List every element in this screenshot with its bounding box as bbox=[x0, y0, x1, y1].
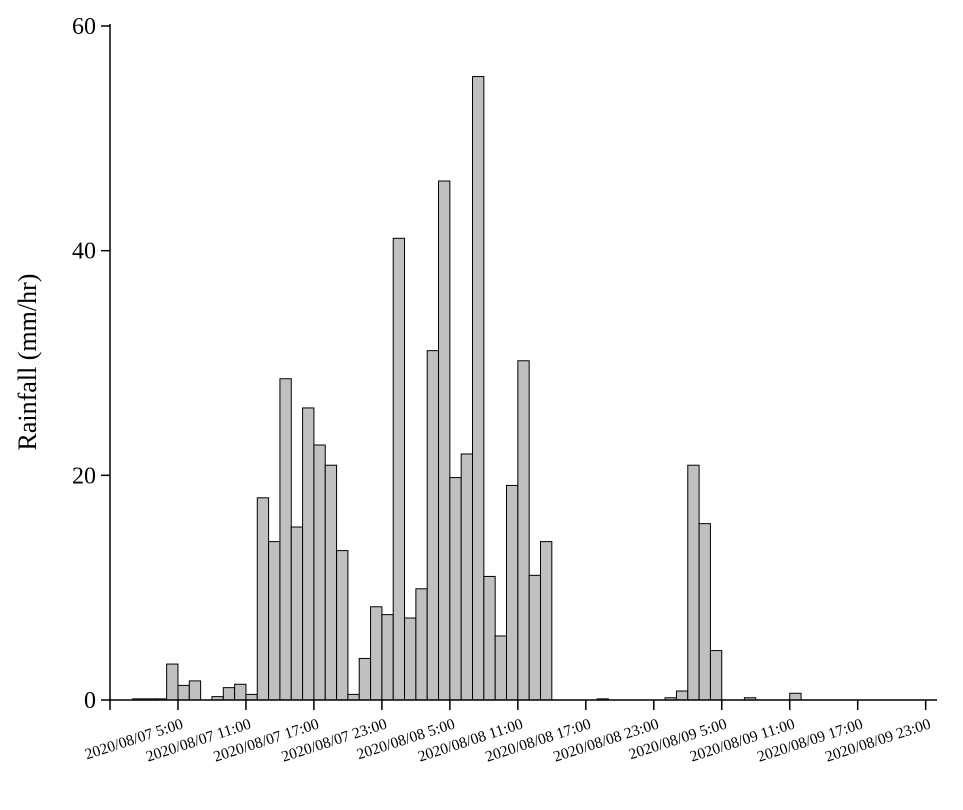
rainfall-bar bbox=[438, 180, 451, 701]
rainfall-bar bbox=[222, 687, 236, 701]
rainfall-bar bbox=[528, 574, 541, 701]
rainfall-bar bbox=[256, 497, 270, 701]
y-tick-label: 60 bbox=[72, 14, 96, 40]
rainfall-bar bbox=[268, 541, 281, 701]
rainfall-bar bbox=[506, 484, 519, 701]
rainfall-bar bbox=[483, 575, 496, 701]
rainfall-bar bbox=[460, 453, 474, 701]
rainfall-bar bbox=[415, 588, 428, 701]
rainfall-bar bbox=[279, 378, 292, 701]
rainfall-bar bbox=[347, 693, 360, 701]
rainfall-bar bbox=[302, 407, 315, 701]
rainfall-bar bbox=[675, 690, 689, 701]
rainfall-bar bbox=[709, 650, 723, 701]
y-tick-label: 0 bbox=[84, 688, 96, 714]
rainfall-bar bbox=[472, 76, 485, 701]
rainfall-bar bbox=[290, 526, 304, 701]
rainfall-bar bbox=[358, 657, 372, 701]
rainfall-bar bbox=[494, 635, 508, 701]
y-axis-label: Rainfall (mm/hr) bbox=[13, 274, 42, 451]
rainfall-bar bbox=[245, 693, 258, 701]
rainfall-bar bbox=[188, 680, 202, 701]
rainfall-bar bbox=[539, 541, 553, 701]
rainfall-bar bbox=[517, 360, 530, 701]
rainfall-bar bbox=[370, 606, 383, 701]
rainfall-bar bbox=[404, 617, 417, 701]
rainfall-bar bbox=[166, 663, 179, 701]
rainfall-bar bbox=[324, 464, 338, 701]
rainfall-bar bbox=[687, 464, 700, 701]
rainfall-bar bbox=[336, 550, 349, 701]
rainfall-bar bbox=[789, 692, 802, 701]
rainfall-bar bbox=[426, 350, 440, 701]
rainfall-bar bbox=[381, 614, 394, 701]
y-tick-label: 40 bbox=[72, 239, 96, 265]
rainfall-bar bbox=[313, 444, 326, 701]
rainfall-bar bbox=[392, 237, 406, 701]
y-tick-label: 20 bbox=[72, 463, 96, 489]
rainfall-bar bbox=[177, 684, 190, 701]
rainfall-bar bbox=[698, 523, 711, 701]
rainfall-bar bbox=[449, 477, 462, 701]
rainfall-bar bbox=[234, 683, 247, 701]
bars-group bbox=[132, 76, 802, 701]
